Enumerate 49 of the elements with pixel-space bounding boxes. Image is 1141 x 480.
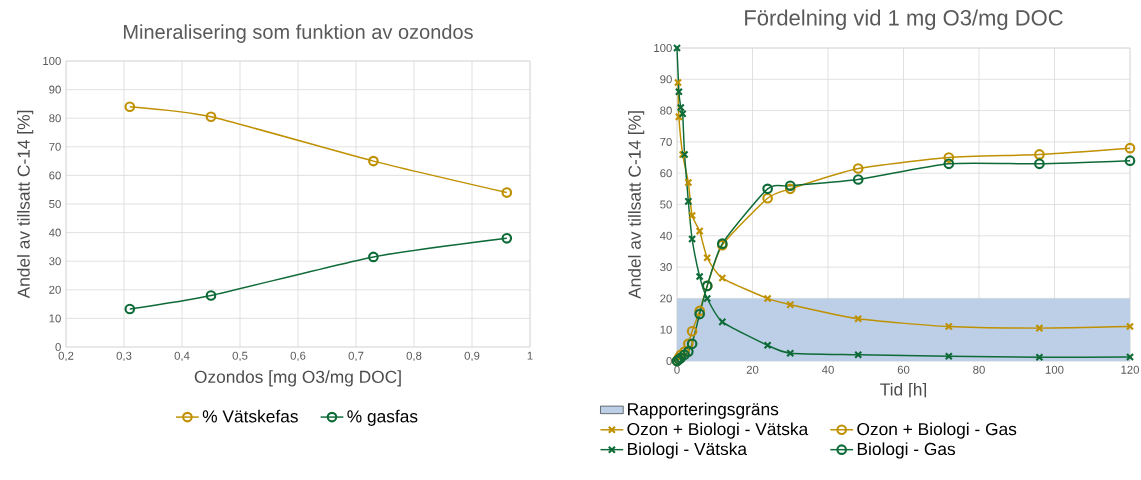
y-tick-label: 40 — [659, 231, 672, 240]
x-tick-label: 0,2 — [58, 351, 74, 362]
y-tick-label: 80 — [49, 114, 61, 123]
legend-label: Ozon + Biologi - Gas — [857, 422, 1017, 439]
x-tick-label: 0,9 — [464, 351, 480, 362]
y-tick-label: 100 — [43, 57, 61, 66]
x-tick-label: 100 — [1045, 365, 1064, 374]
x-tick-label: 120 — [1121, 365, 1140, 374]
x-tick-label: 40 — [821, 365, 834, 374]
legend-label: Ozon + Biologi - Vätska — [627, 422, 809, 439]
y-axis-title: Andel av tillsatt C-14 [%] — [628, 111, 645, 299]
y-tick-label: 20 — [49, 285, 61, 294]
y-axis-title: Andel av tillsatt C-14 [%] — [17, 110, 34, 299]
y-tick-label: 90 — [49, 85, 61, 94]
legend-label: % gasfas — [347, 409, 418, 426]
legend-label: Biologi - Gas — [857, 442, 956, 459]
y-tick-label: 20 — [660, 294, 672, 303]
legend-label: Biologi - Vätska — [628, 442, 748, 459]
x-tick-label: 0,6 — [290, 351, 306, 362]
y-tick-label: 30 — [49, 257, 61, 266]
y-tick-label: 60 — [660, 169, 672, 178]
y-tick-label: 50 — [660, 200, 672, 209]
x-tick-label: 0,5 — [232, 351, 248, 362]
y-tick-label: 80 — [660, 106, 672, 115]
chart-title: Fördelning vid 1 mg O3/mg DOC — [745, 9, 1063, 30]
x-tick-label: 0,4 — [174, 351, 190, 362]
y-tick-label: 70 — [49, 142, 61, 151]
x-tick-label: 60 — [897, 365, 910, 374]
y-tick-label: 40 — [48, 228, 61, 237]
chart-title: Mineralisering som funktion av ozondos — [123, 24, 473, 43]
x-tick-label: 20 — [746, 365, 759, 374]
x-tick-label: 80 — [973, 365, 985, 374]
y-tick-label: 10 — [660, 325, 672, 334]
y-tick-label: 60 — [49, 171, 61, 180]
y-tick-label: 70 — [660, 137, 672, 146]
y-tick-label: 50 — [49, 200, 61, 209]
y-tick-label: 30 — [660, 263, 672, 272]
y-tick-label: 90 — [660, 75, 672, 84]
y-tick-label: 0 — [55, 343, 61, 352]
legend-label: Rapporteringsgräns — [628, 402, 779, 419]
y-tick-label: 100 — [654, 44, 672, 53]
x-tick-label: 1 — [527, 351, 533, 360]
x-tick-label: 0,7 — [348, 351, 364, 362]
legend-label: % Vätskefas — [202, 409, 298, 423]
x-tick-label: 0 — [674, 365, 680, 374]
y-tick-label: 10 — [49, 314, 61, 323]
x-tick-label: 0,8 — [406, 351, 422, 362]
x-tick-label: 0,3 — [116, 351, 132, 362]
x-axis-title: Ozondos [mg O3/mg DOC] — [194, 370, 401, 387]
